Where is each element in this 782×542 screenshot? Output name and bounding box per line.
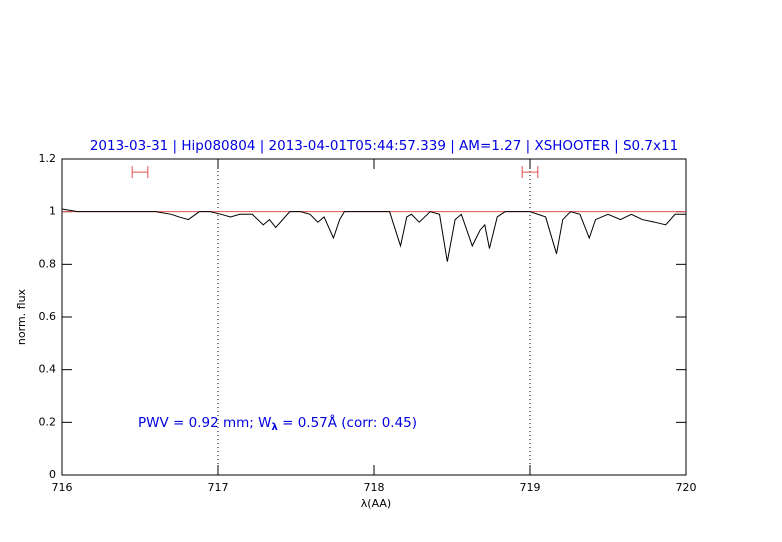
y-tick-label: 1 — [49, 205, 56, 218]
y-tick-label: 0.2 — [39, 415, 57, 428]
y-tick-label: 0 — [49, 468, 56, 481]
x-tick-label: 716 — [52, 481, 73, 494]
y-tick-label: 0.4 — [39, 363, 57, 376]
y-tick-label: 0.8 — [39, 257, 57, 270]
x-tick-label: 718 — [364, 481, 385, 494]
range-marker — [521, 166, 539, 179]
range-marker — [131, 166, 149, 179]
y-axis-label: norm. flux — [15, 288, 28, 345]
x-axis-label: λ(AA) — [361, 497, 391, 510]
chart-title: 2013-03-31 | Hip080804 | 2013-04-01T05:4… — [90, 138, 678, 154]
annotation-suffix: = 0.57Å (corr: 0.45) — [278, 414, 417, 431]
x-tick-label: 719 — [520, 481, 541, 494]
spectrum-line — [61, 208, 686, 262]
annotation-prefix: PWV = 0.92 mm; W — [138, 415, 271, 431]
x-tick-label: 720 — [676, 481, 697, 494]
y-tick-label: 1.2 — [39, 152, 57, 165]
x-tick-label: 717 — [208, 481, 229, 494]
annotation: PWV = 0.92 mm; Wλ = 0.57Å (corr: 0.45) — [138, 414, 417, 433]
annotation-subscript: λ — [271, 422, 278, 433]
y-tick-label: 0.6 — [39, 310, 57, 323]
